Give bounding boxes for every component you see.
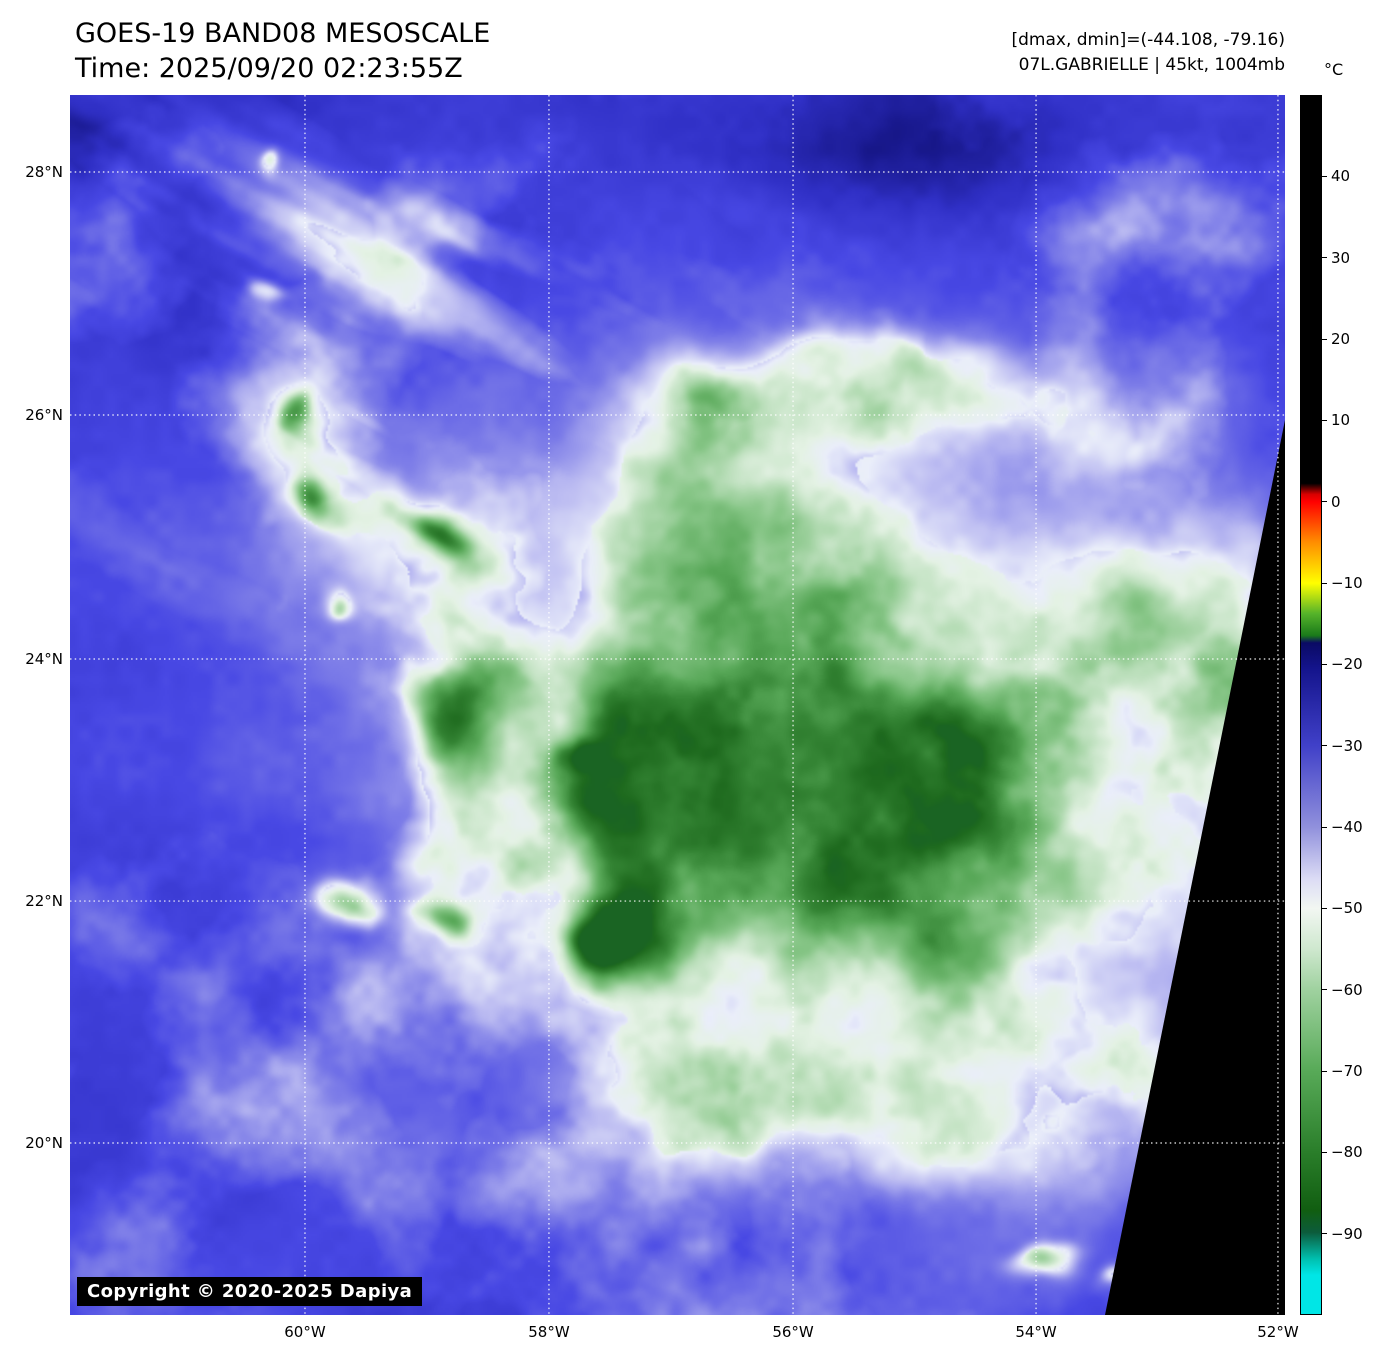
colorbar-tick-mark [1322, 745, 1327, 747]
colorbar-unit-label: °C [1324, 60, 1344, 79]
colorbar-tick-mark [1322, 582, 1327, 584]
colorbar-ticks: 40 30 20 10 0 −10 −20 −30 −40 −50 −60 −70 −80 −90 [1300, 95, 1363, 1315]
colorbar-tick: 10 [1322, 411, 1350, 429]
colorbar-tick-label: 10 [1331, 411, 1351, 430]
lon-tick-label: 60°W [284, 1323, 326, 1341]
colorbar-tick-label: −40 [1331, 818, 1363, 836]
colorbar-tick-mark [1322, 419, 1327, 421]
colorbar-tick: −20 [1322, 655, 1363, 673]
colorbar-tick: −50 [1322, 899, 1363, 917]
figure-time: Time: 2025/09/20 02:23:55Z [75, 53, 463, 85]
colorbar-tick: 0 [1322, 493, 1341, 511]
colorbar-tick-mark [1322, 338, 1327, 340]
colorbar-tick-mark [1322, 257, 1327, 259]
colorbar-tick: −70 [1322, 1062, 1363, 1080]
colorbar-tick: −40 [1322, 818, 1363, 836]
colorbar-tick-mark [1322, 663, 1327, 665]
colorbar-tick: −80 [1322, 1143, 1363, 1161]
colorbar-tick-label: 20 [1331, 330, 1351, 348]
colorbar-tick-mark [1322, 501, 1327, 503]
colorbar-tick-label: −90 [1331, 1224, 1363, 1243]
colorbar-tick-mark [1322, 1151, 1327, 1153]
colorbar-tick-label: −10 [1331, 574, 1363, 592]
storm-info: 07L.GABRIELLE | 45kt, 1004mb [1018, 54, 1285, 75]
lon-tick-label: 56°W [772, 1323, 814, 1341]
colorbar-tick-label: −50 [1331, 899, 1363, 918]
colorbar-tick-mark [1322, 1070, 1327, 1072]
colorbar-tick: −90 [1322, 1225, 1363, 1243]
colorbar-tick: 40 [1322, 167, 1350, 185]
lat-tick-label: 22°N [25, 892, 63, 911]
colorbar-tick-label: −30 [1331, 736, 1363, 755]
lat-tick-label: 26°N [25, 406, 63, 424]
colorbar-tick: −10 [1322, 574, 1363, 592]
colorbar-tick-mark [1322, 175, 1327, 177]
colorbar: 40 30 20 10 0 −10 −20 −30 −40 −50 −60 −70 −80 −90 [1300, 95, 1363, 1315]
map: Copyright © 2020-2025 Dapiya 28°N 26°N 24°… [25, 95, 1299, 1341]
lon-tick-label: 58°W [528, 1323, 570, 1341]
title-block: GOES-19 BAND08 MESOSCALE Time: 2025/09/2… [75, 16, 490, 86]
copyright-badge: Copyright © 2020-2025 Dapiya [77, 1277, 423, 1306]
lat-tick-label: 28°N [25, 162, 63, 181]
colorbar-tick-label: 30 [1331, 248, 1351, 267]
colorbar-tick-label: −60 [1331, 980, 1363, 999]
colorbar-tick-label: −70 [1331, 1062, 1363, 1080]
no-data-wedge [1105, 420, 1285, 1315]
header-right: [dmax, dmin]=(-44.108, -79.16) 07L.GABRI… [1012, 28, 1286, 77]
dmax-dmin-readout: [dmax, dmin]=(-44.108, -79.16) [1011, 30, 1286, 50]
colorbar-tick-label: 0 [1331, 492, 1341, 511]
colorbar-tick-mark [1322, 826, 1327, 828]
lat-tick-label: 20°N [25, 1133, 63, 1152]
colorbar-tick: 30 [1322, 249, 1350, 267]
colorbar-tick: 20 [1322, 330, 1350, 348]
map-overlay [70, 95, 1285, 1315]
colorbar-tick-mark [1322, 1233, 1327, 1235]
colorbar-tick-label: −80 [1331, 1143, 1363, 1162]
colorbar-gradient [1300, 95, 1322, 1315]
colorbar-tick: −60 [1322, 981, 1363, 999]
satellite-canvas [70, 95, 1285, 1315]
lon-tick-label: 54°W [1015, 1323, 1057, 1341]
colorbar-tick-label: 40 [1331, 167, 1351, 186]
lon-tick-label: 52°W [1257, 1323, 1299, 1341]
colorbar-tick-mark [1322, 907, 1327, 909]
lat-tick-label: 24°N [25, 650, 63, 668]
colorbar-tick: −30 [1322, 737, 1363, 755]
colorbar-tick-label: −20 [1331, 655, 1363, 674]
figure-title: GOES-19 BAND08 MESOSCALE [75, 18, 491, 49]
colorbar-tick-mark [1322, 989, 1327, 991]
